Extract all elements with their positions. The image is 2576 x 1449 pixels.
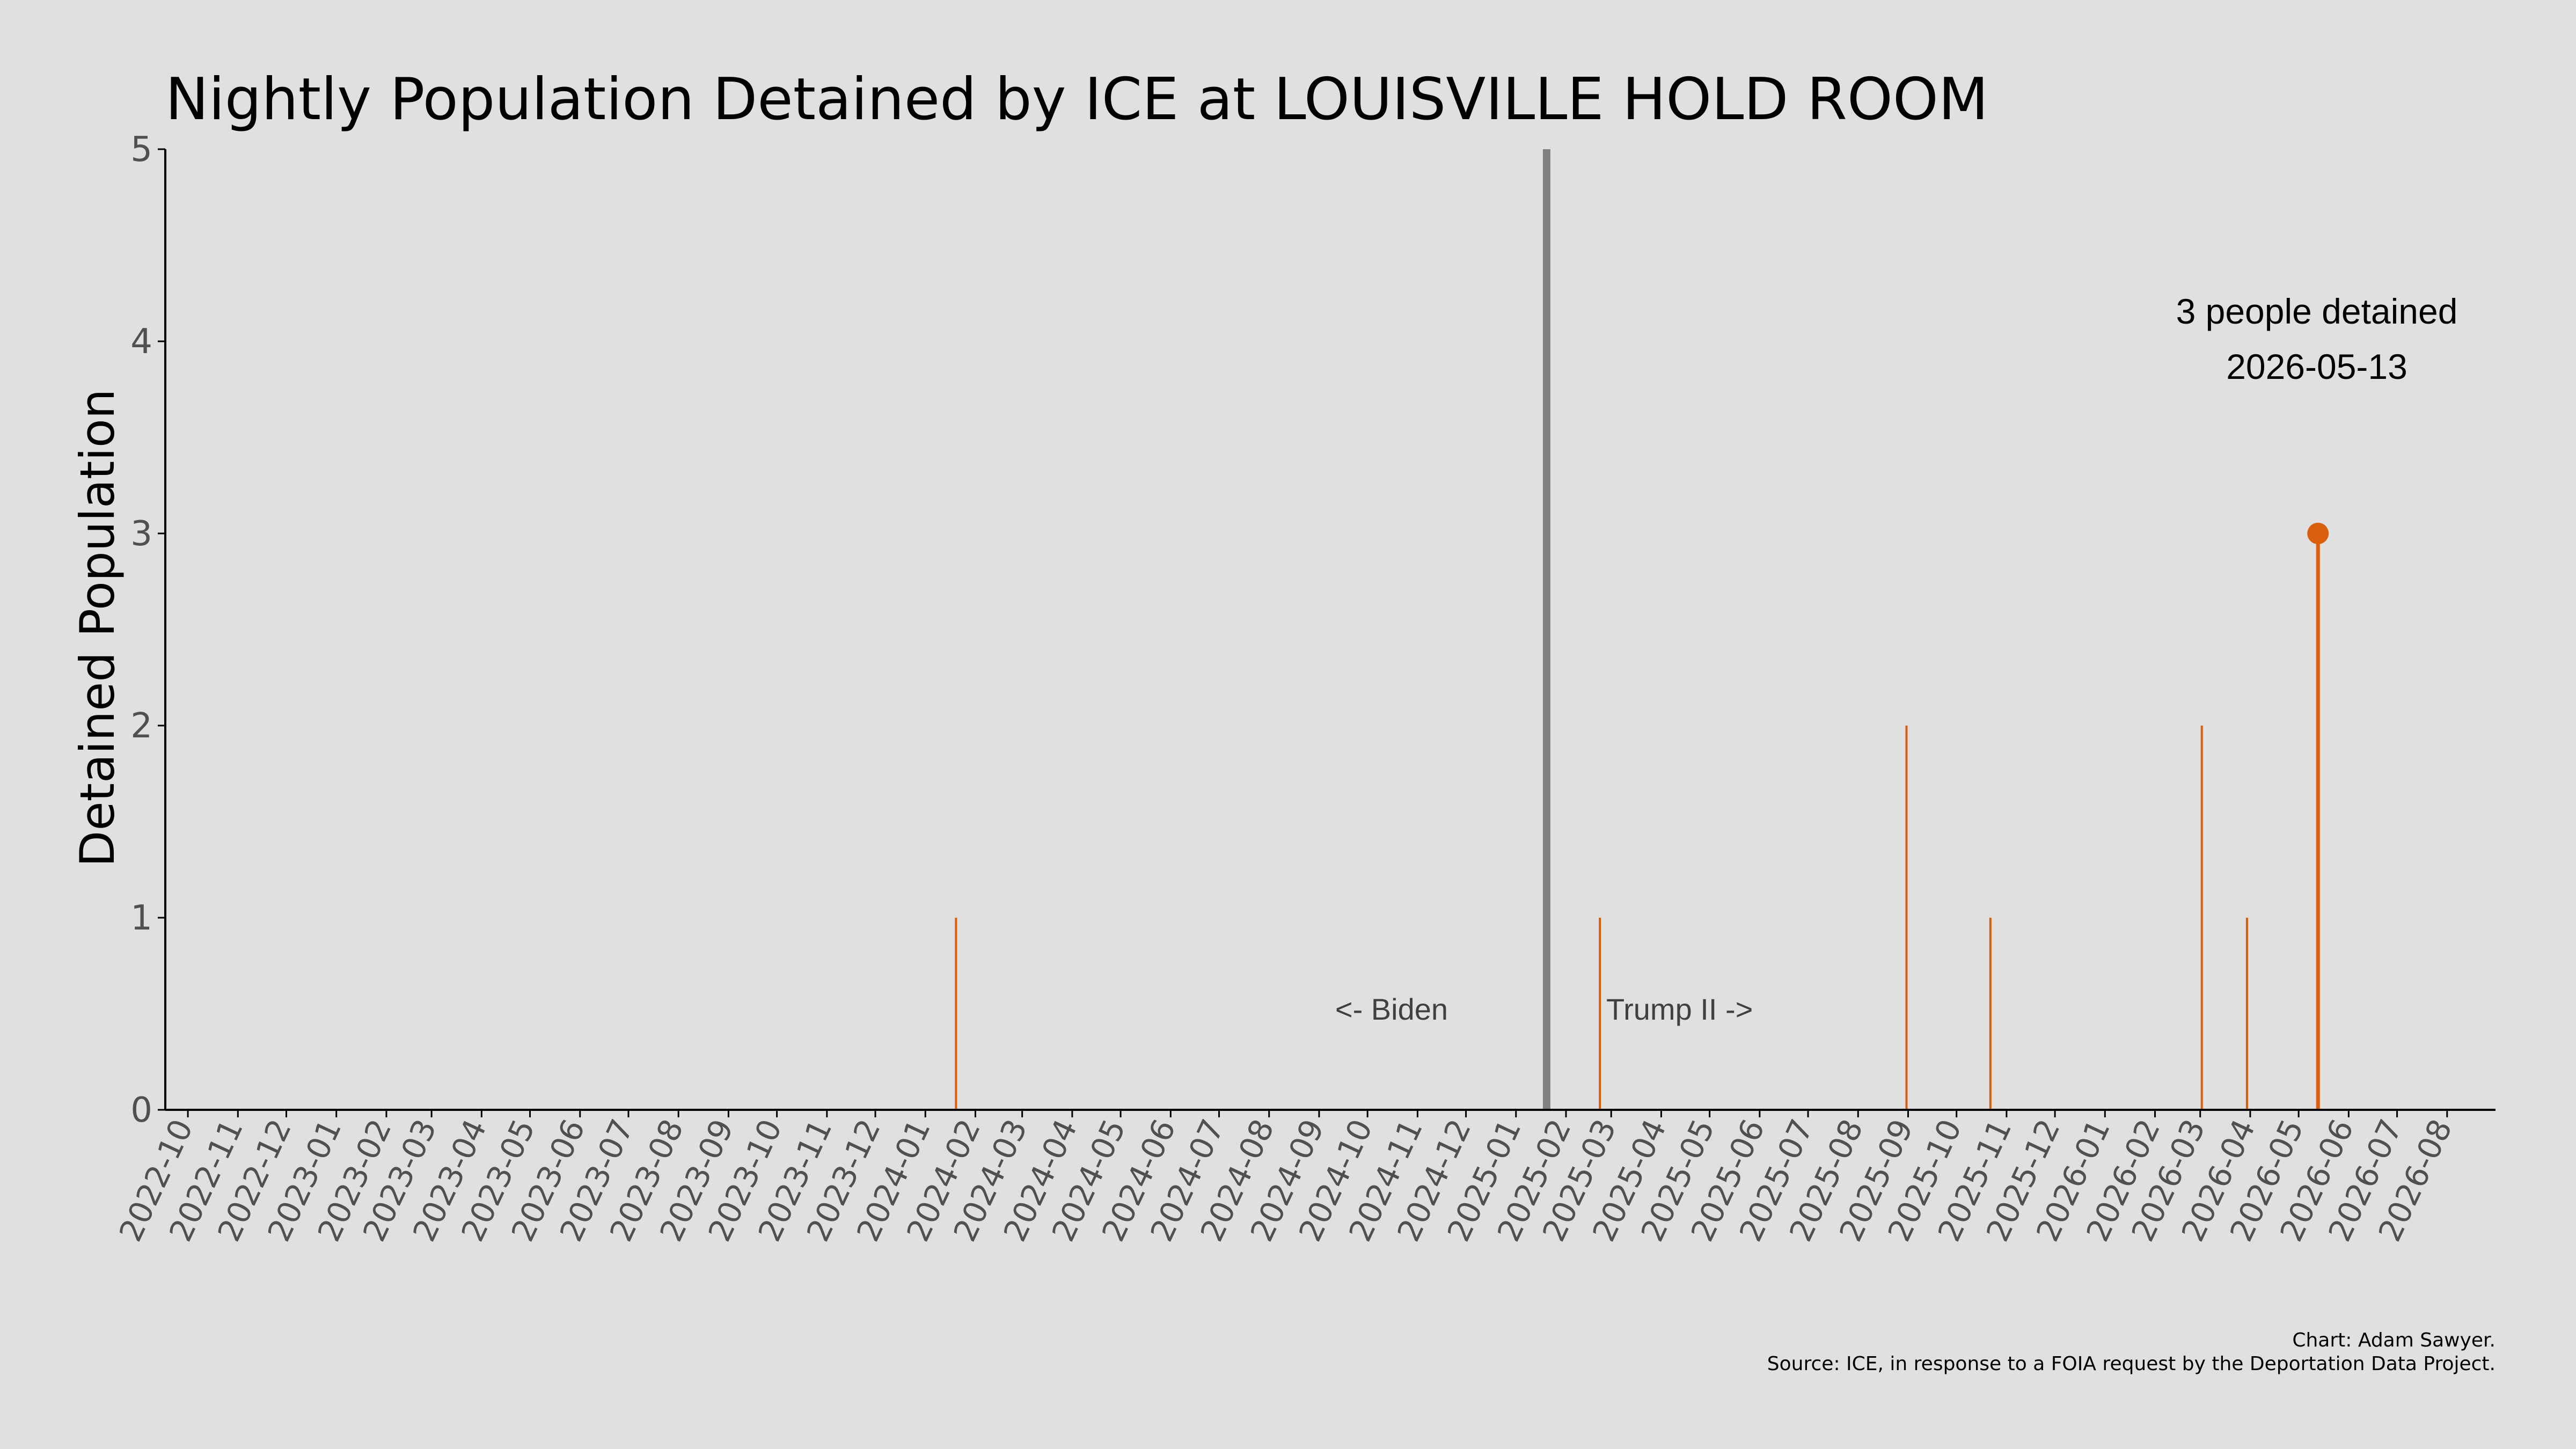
- y-ticks-layer: 0 1 2 3 4 5: [130, 130, 165, 1130]
- y-axis-label: Detained Population: [70, 389, 125, 867]
- y-tick-label: 5: [130, 130, 152, 170]
- era-label-left: <- Biden: [1335, 992, 1448, 1026]
- y-tick-label: 3: [130, 514, 152, 554]
- y-tick-label: 1: [130, 898, 152, 938]
- credit-line-1: Chart: Adam Sawyer.: [2292, 1329, 2496, 1351]
- chart-title: Nightly Population Detained by ICE at LO…: [165, 66, 1988, 133]
- bars-layer: [955, 523, 2329, 1110]
- y-tick-label: 2: [130, 706, 152, 746]
- x-ticks-layer: 2022-102022-112022-122023-012023-022023-…: [112, 1110, 2459, 1247]
- axes-layer: [164, 149, 2496, 1111]
- y-tick-label: 0: [130, 1091, 152, 1130]
- highlight-label-line2: 2026-05-13: [2226, 347, 2407, 386]
- highlight-label-line1: 3 people detained: [2176, 291, 2458, 331]
- y-tick-label: 4: [130, 322, 152, 362]
- highlight-point: [2307, 523, 2329, 544]
- era-label-right: Trump II ->: [1606, 992, 1753, 1026]
- credit-line-2: Source: ICE, in response to a FOIA reque…: [1767, 1353, 2496, 1375]
